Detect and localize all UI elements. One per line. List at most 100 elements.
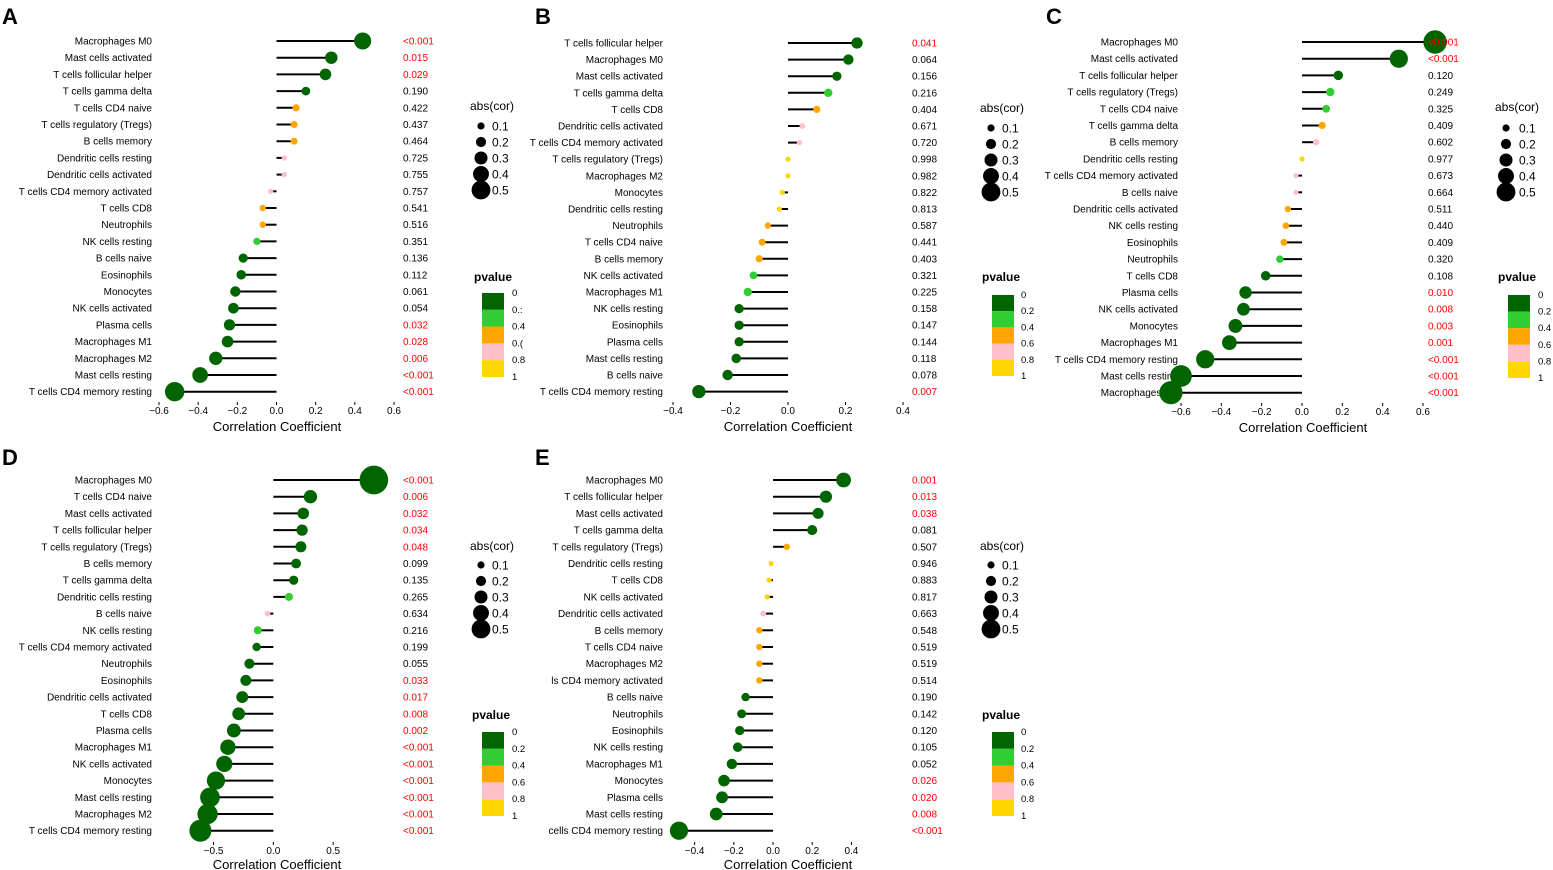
x-tick-label: 0.4 xyxy=(1376,407,1390,418)
pvalue-label: 0.199 xyxy=(403,643,428,654)
row-label: Eosinophils xyxy=(101,270,152,281)
size-legend-dot xyxy=(473,605,489,621)
size-legend-dot xyxy=(985,575,997,587)
pvalue-legend-title: pvalue xyxy=(472,708,510,722)
size-legend-label: 0.1 xyxy=(1002,559,1019,573)
pvalue-legend-title: pvalue xyxy=(982,708,1020,722)
pvalue-label: 0.061 xyxy=(403,287,428,298)
pvalue-label: 0.032 xyxy=(403,320,428,331)
pvalue-label: <0.001 xyxy=(403,387,434,398)
lollipop-dot xyxy=(284,592,293,601)
lollipop-dot xyxy=(1333,70,1344,81)
lollipop-dot xyxy=(1293,189,1299,195)
pvalue-label: 0.634 xyxy=(403,609,428,620)
pvalue-label: 0.028 xyxy=(403,337,428,348)
pvalue-label: 0.015 xyxy=(403,53,428,64)
pvalue-label: 0.321 xyxy=(912,271,937,282)
pvalue-legend-title: pvalue xyxy=(982,270,1020,284)
pvalue-legend-label: 0 xyxy=(1021,290,1026,301)
panel-A: A Macrophages M0 <0.001 Mast cells activate… xyxy=(2,4,525,434)
x-tick-label: 0.5 xyxy=(326,846,340,857)
size-legend-label: 0.1 xyxy=(1519,122,1536,136)
pvalue-label: 0.002 xyxy=(403,726,428,737)
row-label: T cells CD4 memory activated xyxy=(19,643,152,654)
lollipop-dot xyxy=(1312,139,1320,146)
row-label: B cells naive xyxy=(96,254,153,265)
x-tick-label: 0.6 xyxy=(1416,407,1430,418)
row-label: Dendritic cells resting xyxy=(568,559,663,570)
panel-B: B T cells follicular helper 0.041 Macrophag… xyxy=(530,4,1034,434)
pvalue-label: 0.725 xyxy=(403,153,428,164)
lollipop-dot xyxy=(766,577,772,583)
x-axis-title: Correlation Coefficient xyxy=(1239,420,1368,435)
row-label: T cells CD4 memory activated xyxy=(19,187,152,198)
x-tick-label: −0.6 xyxy=(149,406,169,417)
pvalue-label: 0.755 xyxy=(403,170,428,181)
pvalue-label: 0.008 xyxy=(1428,305,1453,316)
lollipop-dot xyxy=(223,319,236,331)
pvalue-label: 0.511 xyxy=(1428,205,1453,216)
row-label: Mast cells resting xyxy=(1101,372,1178,383)
pvalue-legend-label: 1 xyxy=(512,811,517,822)
lollipop-dot xyxy=(741,692,750,702)
row-label: ls CD4 memory activated xyxy=(551,676,663,687)
x-axis-title: Correlation Coefficient xyxy=(213,419,342,434)
panel-C: C Macrophages M0 <0.001 Mast cells activate… xyxy=(1045,4,1551,435)
row-label: T cells CD4 memory resting xyxy=(1055,355,1178,366)
lollipop-dot xyxy=(240,674,252,686)
pvalue-label: 0.998 xyxy=(912,155,937,166)
row-label: Macrophages M0 xyxy=(1101,38,1179,49)
row-label: Macrophages M1 xyxy=(75,337,153,348)
lollipop-dot xyxy=(232,707,246,721)
pvalue-label: 0.822 xyxy=(912,188,937,199)
lollipop-dot xyxy=(735,725,745,736)
pvalue-label: 0.507 xyxy=(912,542,937,553)
size-legend: abs(cor) 0.1 0.2 0.3 0.4 0.5 xyxy=(470,99,514,200)
pvalue-legend-label: 0.4 xyxy=(1021,761,1034,772)
pvalue-label: 0.055 xyxy=(403,659,428,670)
pvalue-legend-swatch xyxy=(992,343,1014,360)
lollipop-dot xyxy=(669,821,689,840)
size-legend-dot xyxy=(981,182,1001,202)
lollipop-dot xyxy=(764,222,772,229)
lollipop-dot xyxy=(189,819,212,842)
pvalue-legend-label: 0.4 xyxy=(512,322,525,333)
size-legend-dot xyxy=(475,136,487,148)
size-legend-title: abs(cor) xyxy=(1495,100,1539,114)
pvalue-label: 0.265 xyxy=(403,592,428,603)
pvalue-legend-swatch xyxy=(482,326,504,344)
row-label: Eosinophils xyxy=(612,726,663,737)
pvalue-label: 0.422 xyxy=(403,103,428,114)
row-label: Macrophages M0 xyxy=(586,55,664,66)
lollipop-dot xyxy=(718,774,730,787)
row-label: B cells memory xyxy=(595,254,663,265)
pvalue-label: 0.120 xyxy=(1428,71,1453,82)
lollipop-dot xyxy=(206,771,226,790)
pvalue-legend-swatch xyxy=(482,343,504,361)
lollipop-dot xyxy=(783,543,790,550)
row-label: Dendritic cells activated xyxy=(47,693,152,704)
row-label: Macrophages M0 xyxy=(586,476,664,487)
pvalue-label: 0.003 xyxy=(1428,321,1453,332)
size-legend-label: 0.3 xyxy=(1002,154,1019,168)
lollipop-dot xyxy=(1170,365,1192,387)
x-tick-label: 0.0 xyxy=(266,846,280,857)
size-legend-dot xyxy=(1496,182,1516,202)
size-legend-dot xyxy=(984,153,998,167)
row-label: Mast cells activated xyxy=(576,72,663,83)
lollipop-dot xyxy=(259,221,266,228)
size-legend-dot xyxy=(984,590,998,604)
pvalue-label: <0.001 xyxy=(403,476,434,487)
pvalue-legend-label: 0.: xyxy=(512,305,523,316)
lollipop-dot xyxy=(253,237,261,246)
row-label: NK cells activated xyxy=(584,271,663,282)
row-label: T cells CD4 memory resting xyxy=(29,387,152,398)
pvalue-label: 0.437 xyxy=(403,120,428,131)
row-label: Plasma cells xyxy=(96,320,152,331)
size-legend-label: 0.5 xyxy=(1519,186,1536,200)
lollipop-dot xyxy=(824,88,833,97)
row-label: Macrophages M2 xyxy=(586,659,664,670)
row-label: Monocytes xyxy=(104,287,152,298)
